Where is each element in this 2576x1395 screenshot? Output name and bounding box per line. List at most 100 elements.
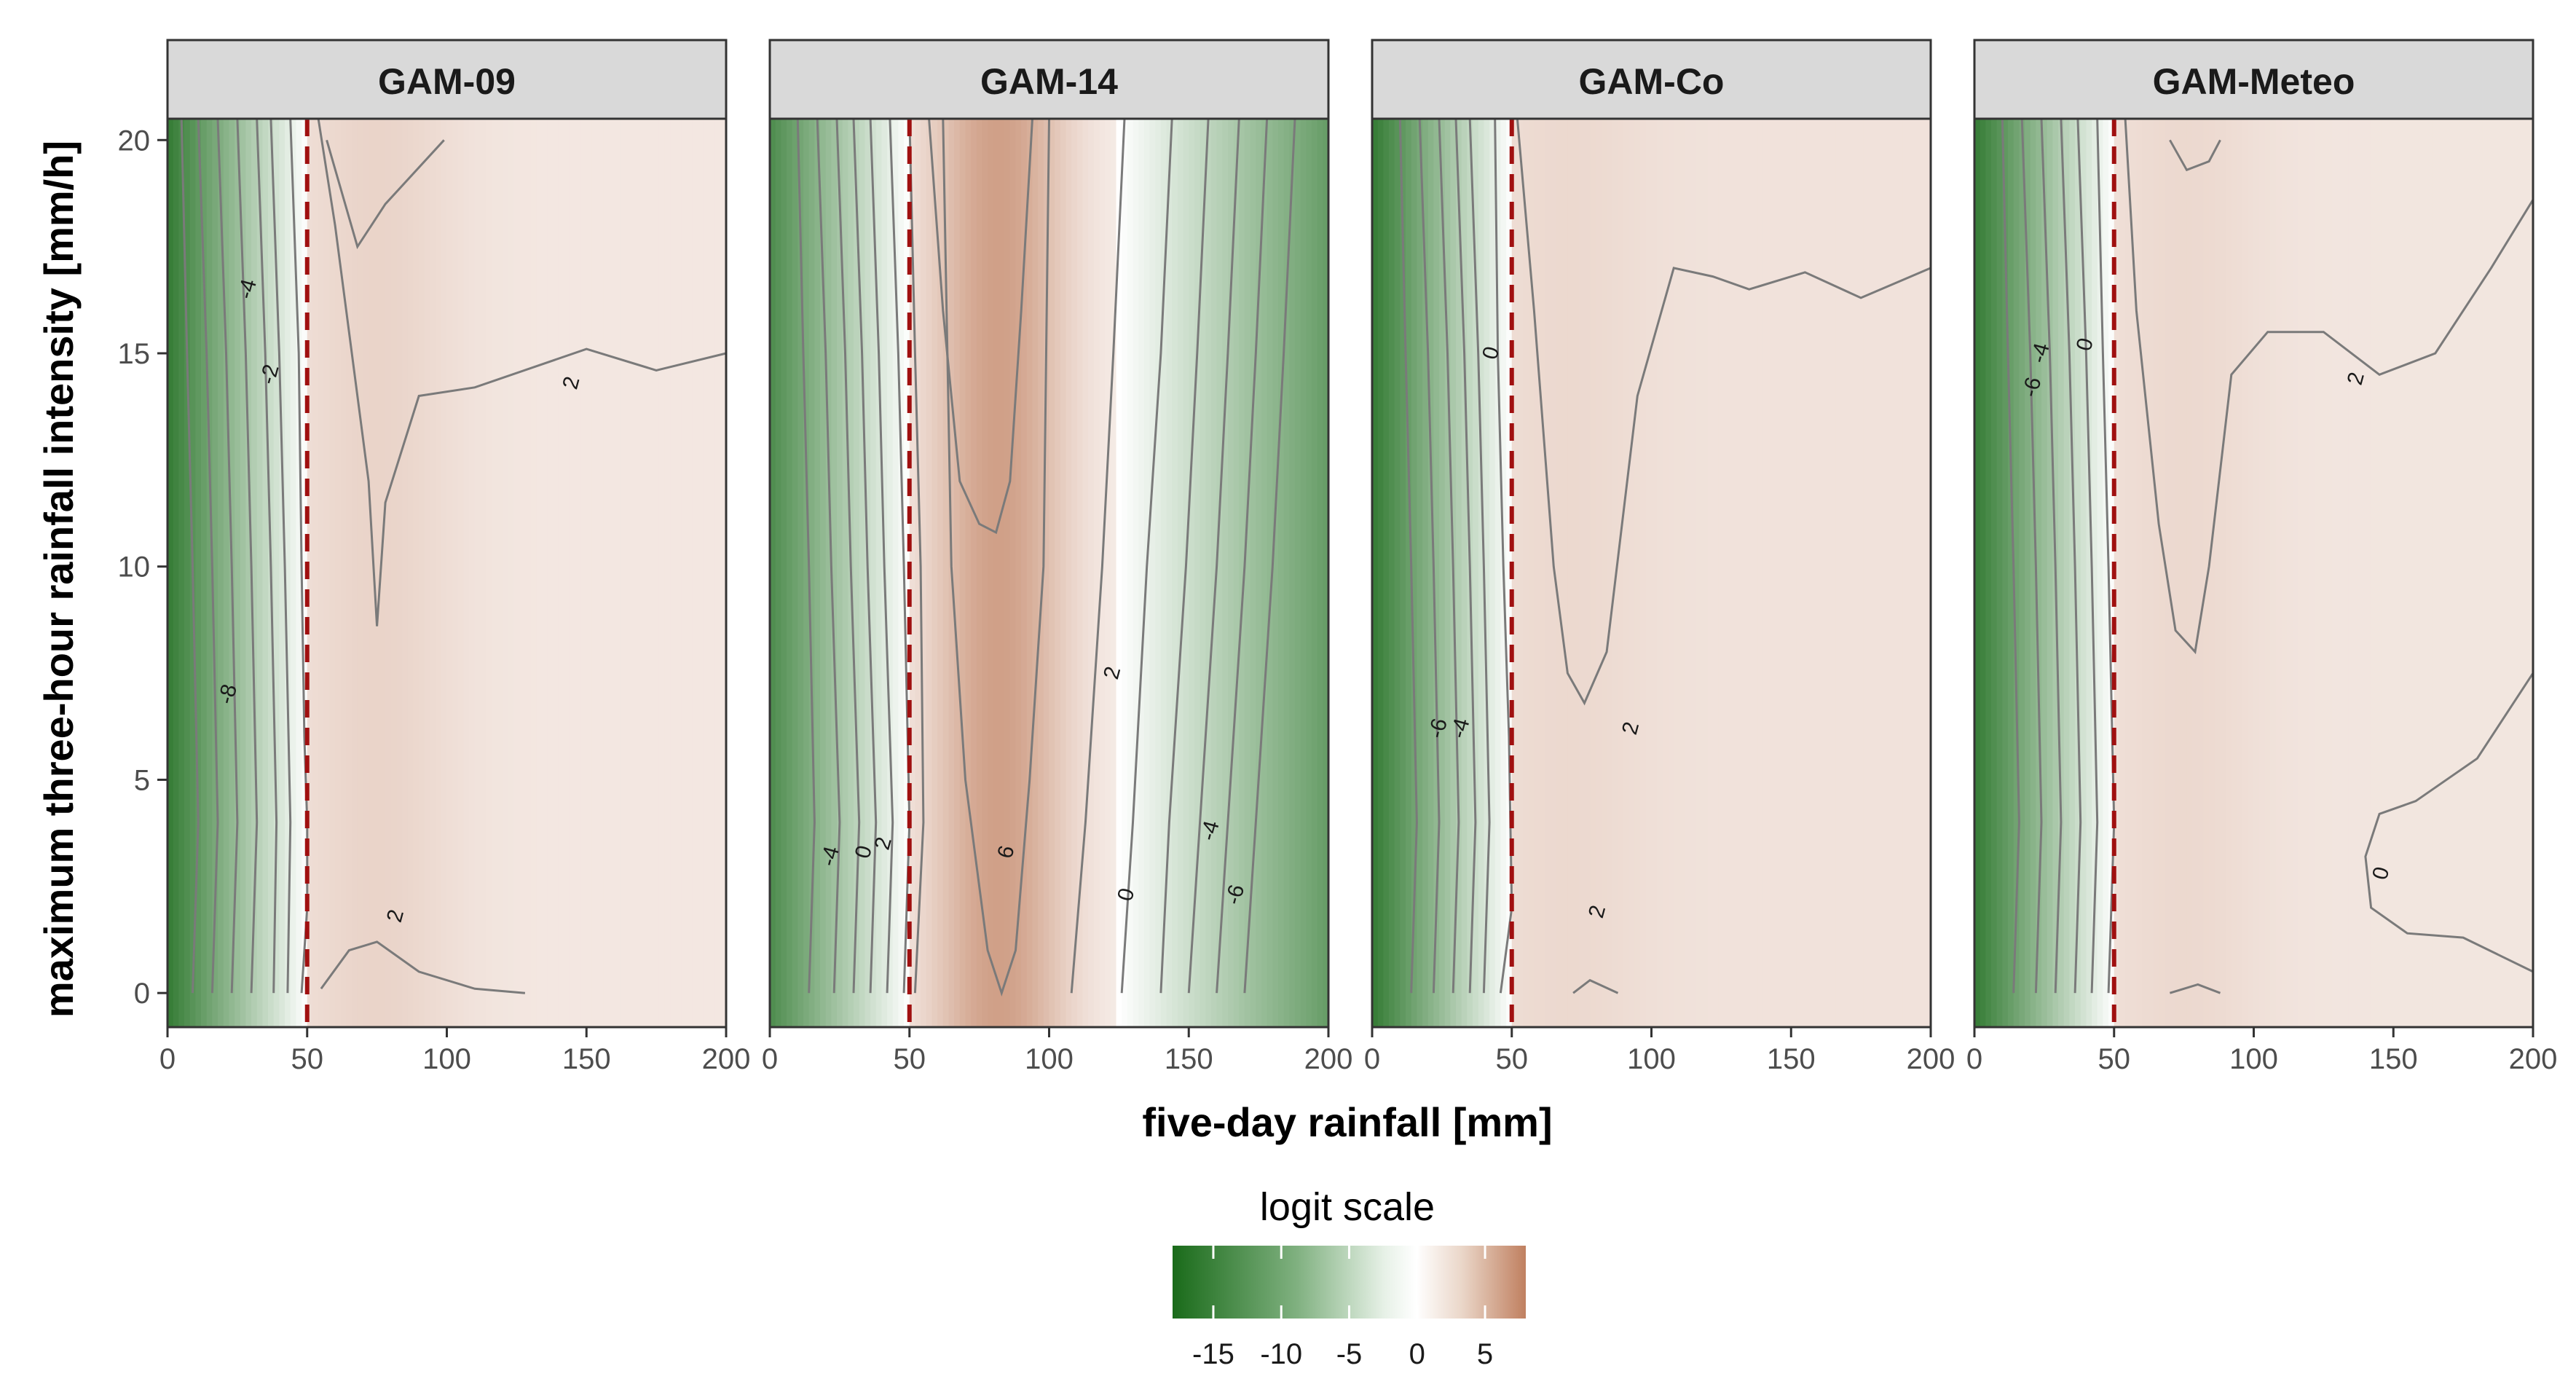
x-tick-label: 50 [1496,1043,1529,1075]
heatmap-cell [675,119,682,1027]
heatmap-cell [2449,119,2456,1027]
heatmap-cell [2287,119,2293,1027]
heatmap-cell [820,119,827,1027]
contour-line-level-2 [320,940,526,994]
heatmap-cell [687,119,693,1027]
heatmap-cell [2516,119,2523,1027]
contour-line-level-2 [317,118,727,626]
heatmap-cell [1110,119,1117,1027]
heatmap-cell [1668,119,1674,1027]
heatmap-cell [904,119,910,1027]
heatmap-cell [474,119,481,1027]
heatmap-cell [625,119,632,1027]
contour-line-level-4 [1187,118,1240,994]
heatmap-cell [1679,119,1686,1027]
y-axis-title: maximum three-hour rainfall intensity [m… [36,141,82,1018]
heatmap-cell [2398,119,2406,1027]
heatmap-cell [1444,119,1452,1027]
strip-label: GAM-14 [980,61,1118,102]
heatmap-cell [1116,119,1123,1027]
heatmap-cell [1996,119,2004,1027]
heatmap-cell [2136,119,2143,1027]
x-tick-label: 150 [1165,1043,1213,1075]
heatmap-cell [1634,119,1641,1027]
heatmap-cell [1049,119,1055,1027]
contour-line-level-6 [1216,118,1269,994]
heatmap-cell [168,119,174,1027]
heatmap-cell [1561,119,1569,1027]
heatmap-cell [808,119,816,1027]
heatmap-cell [2477,119,2484,1027]
heatmap-cell [1875,119,1881,1027]
heatmap-cell [1757,119,1764,1027]
heatmap-cell [2142,119,2148,1027]
heatmap-cell [2443,119,2450,1027]
heatmap-cell [1746,119,1753,1027]
heatmap-cell [2465,119,2473,1027]
y-tick-label: 0 [134,978,150,1010]
heatmap-cell [402,119,409,1027]
heatmap-cell [637,119,643,1027]
heatmap-cell [307,119,314,1027]
contour-line-level-6 [216,118,239,994]
heatmap-cell [1205,119,1212,1027]
heatmap-cell [480,119,487,1027]
heatmap-cell [1311,119,1318,1027]
heatmap-cell [575,119,582,1027]
heatmap-cell [1902,119,1910,1027]
contour-line-level-8 [1398,118,1418,994]
heatmap-cell [1406,119,1412,1027]
contour-line-level-2 [1454,118,1477,994]
contour-line-level-2 [1572,978,1619,994]
contour-line-level-0 [1120,118,1173,994]
heatmap-cell [1227,119,1234,1027]
heatmap-cell [2175,119,2182,1027]
heatmap-cell [1628,119,1636,1027]
heatmap-cell [1250,119,1257,1027]
heatmap-cell [463,119,470,1027]
heatmap-cell [1651,119,1658,1027]
heatmap-cell [591,119,599,1027]
heatmap-cell [1824,119,1831,1027]
heatmap-cell [407,119,414,1027]
heatmap-cell [1802,119,1809,1027]
heatmap-cell [2421,119,2428,1027]
heatmap-cell [1607,119,1613,1027]
y-tick-label: 10 [118,551,151,583]
heatmap-cell [603,119,610,1027]
heatmap-cell [854,119,860,1027]
heatmap-cell [959,119,966,1027]
heatmap-cell [2521,119,2529,1027]
heatmap-cell [999,119,1005,1027]
heatmap-cell [413,119,420,1027]
heatmap-cell [1869,119,1876,1027]
heatmap-cell [1133,119,1140,1027]
heatmap-cell [173,119,180,1027]
heatmap-cell [2231,119,2238,1027]
heatmap-cell [206,119,213,1027]
heatmap-cell [681,119,688,1027]
heatmap-cell [1383,119,1390,1027]
heatmap-cell [424,119,431,1027]
heatmap-cell [1578,119,1586,1027]
heatmap-cell [1896,119,1904,1027]
contour-line-level-6 [1418,118,1441,994]
heatmap-cell [982,119,988,1027]
heatmap-cell [1411,119,1418,1027]
heatmap-cell [524,119,532,1027]
heatmap-cell [1846,119,1854,1027]
heatmap-cell [2360,119,2366,1027]
heatmap-cell [781,119,787,1027]
x-tick-label: 0 [159,1043,176,1075]
heatmap-cell [2270,119,2277,1027]
heatmap-cell [2181,119,2188,1027]
heatmap-cell [1712,119,1720,1027]
heatmap-cell [357,119,364,1027]
heatmap-cell [1685,119,1691,1027]
heatmap-cell [457,119,465,1027]
heatmap-cell [2326,119,2333,1027]
heatmap-cell [1540,119,1546,1027]
heatmap-cell [1377,119,1384,1027]
heatmap-cell [1417,119,1423,1027]
